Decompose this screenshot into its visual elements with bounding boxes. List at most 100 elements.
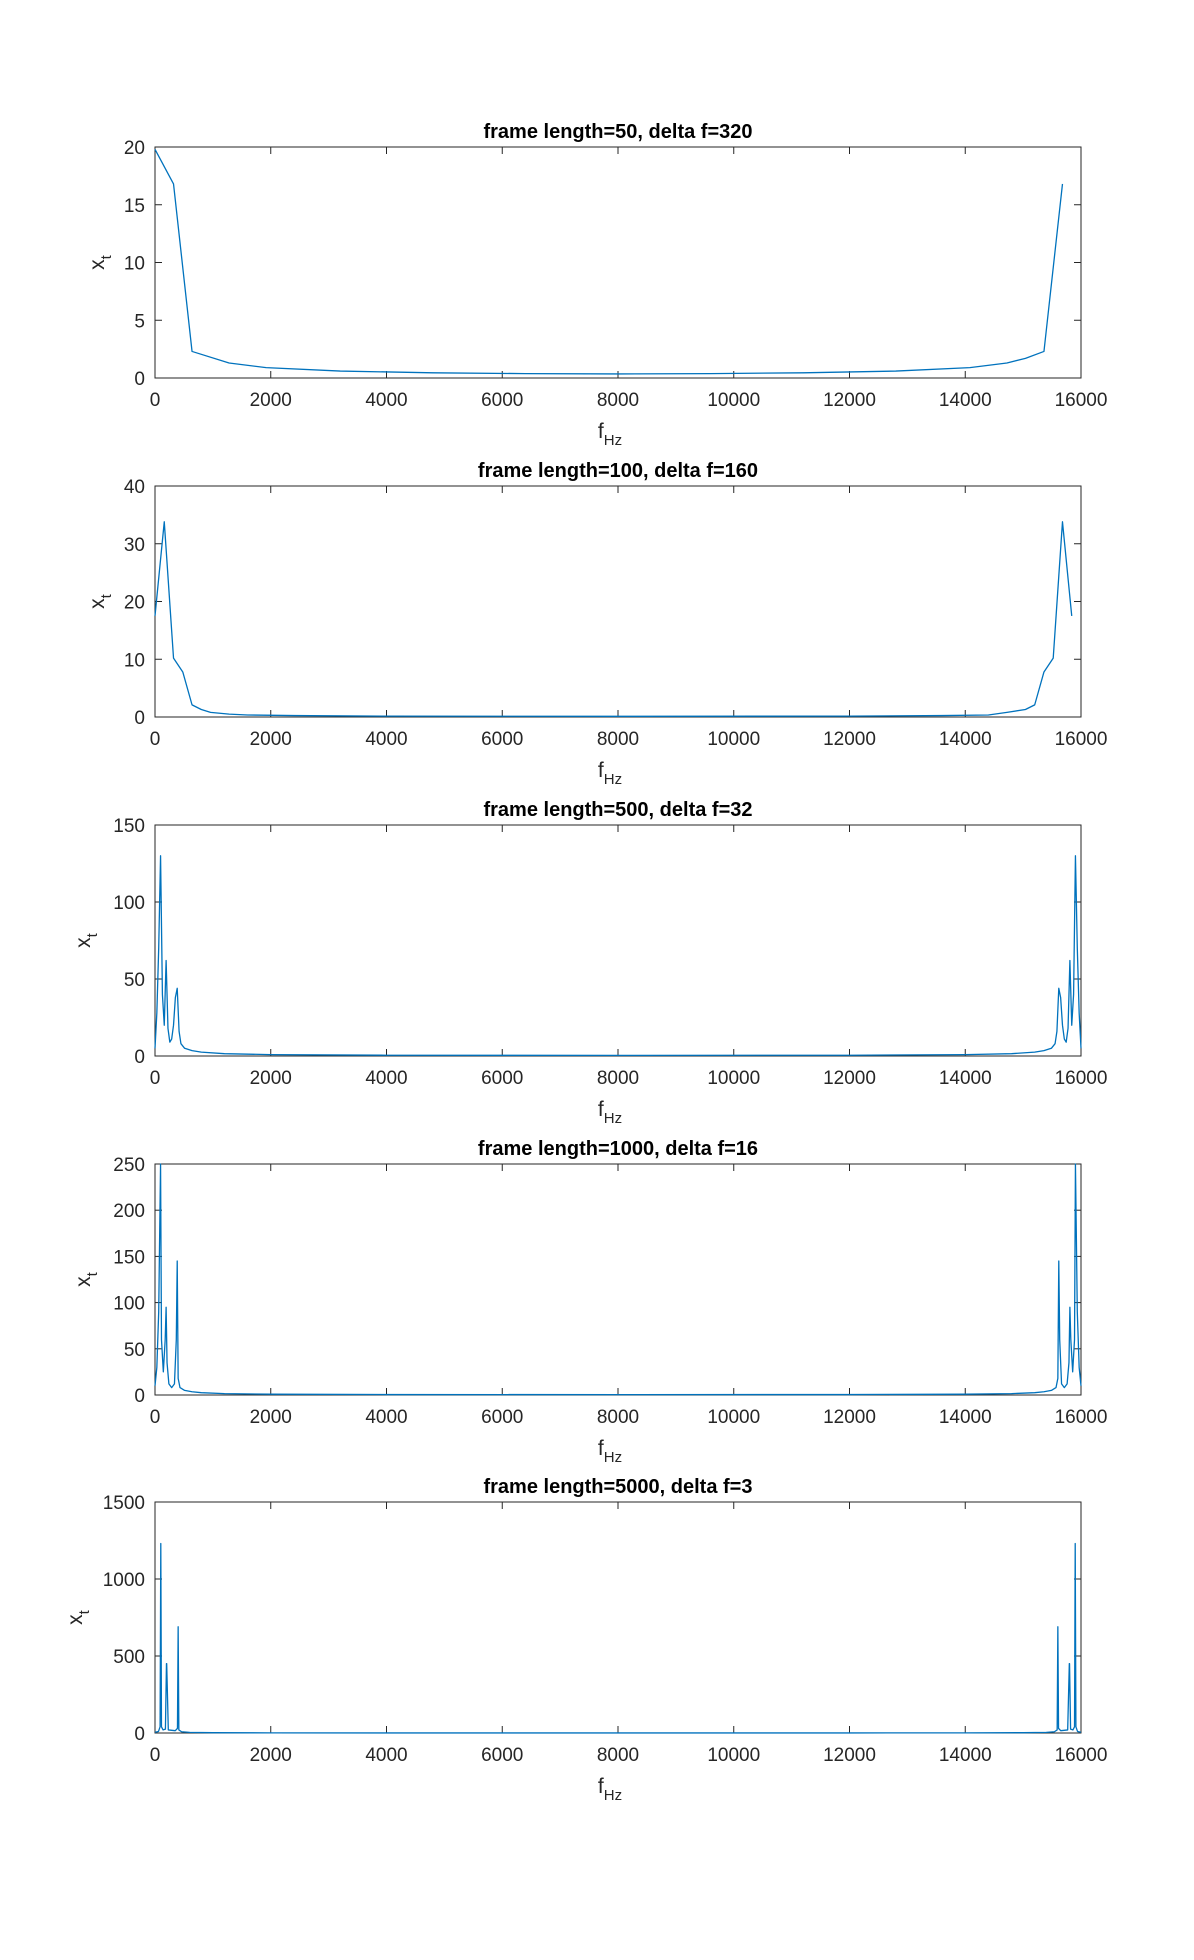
- chart-panel-4: 0 2000 4000 6000 8000 10000 12000 14000 16000 0 50…: [72, 1138, 1107, 1466]
- x-tick-label: 8000: [597, 1407, 639, 1428]
- y-axis-label: xt: [86, 593, 115, 609]
- series-line-1: [154, 521, 1073, 717]
- x-axis-label-main: f: [598, 1098, 604, 1121]
- axes-box: [154, 1501, 1082, 1734]
- x-axis-label-sub: Hz: [604, 432, 622, 449]
- x-tick-label: 14000: [939, 390, 992, 411]
- x-tick-label: 10000: [707, 1745, 760, 1766]
- y-tick-label: 0: [134, 369, 145, 390]
- x-tick-label: 8000: [597, 1745, 639, 1766]
- x-tick-label: 12000: [823, 1745, 876, 1766]
- x-tick-label: 12000: [823, 1407, 876, 1428]
- chart-title: frame length=500, delta f=32: [483, 799, 752, 821]
- x-tick-label: 10000: [707, 1068, 760, 1089]
- x-tick-label: 0: [150, 1407, 161, 1428]
- chart-title: frame length=50, delta f=320: [483, 121, 752, 143]
- x-tick-label: 10000: [707, 729, 760, 750]
- y-tick-label: 150: [113, 1247, 145, 1268]
- chart-title: frame length=100, delta f=160: [478, 460, 758, 482]
- x-axis-label-sub: Hz: [604, 771, 622, 788]
- x-tick-label: 16000: [1055, 390, 1108, 411]
- y-tick-label: 250: [113, 1155, 145, 1176]
- chart-title: frame length=1000, delta f=16: [478, 1138, 758, 1160]
- x-axis-label-sub: Hz: [604, 1787, 622, 1804]
- x-axis-label: fHz: [598, 1437, 622, 1466]
- x-tick-label: 2000: [250, 1068, 292, 1089]
- y-tick-label: 40: [124, 477, 145, 498]
- x-tick-label: 6000: [481, 1745, 523, 1766]
- series-line-1: [154, 855, 1082, 1057]
- x-tick-label: 10000: [707, 1407, 760, 1428]
- x-tick-label: 14000: [939, 1068, 992, 1089]
- x-tick-label: 2000: [250, 729, 292, 750]
- x-tick-label: 8000: [597, 1068, 639, 1089]
- y-axis-label: xt: [64, 1609, 93, 1625]
- y-axis-label-sub: t: [84, 1271, 101, 1276]
- y-tick-label: 20: [124, 138, 145, 159]
- x-tick-label: 12000: [823, 1068, 876, 1089]
- y-axis-label-main: x: [86, 598, 109, 609]
- y-tick-label: 100: [113, 893, 145, 914]
- x-axis-label: fHz: [598, 1098, 622, 1127]
- x-axis-label-main: f: [598, 1437, 604, 1460]
- y-tick-label: 0: [134, 708, 145, 729]
- y-axis-label-main: x: [64, 1614, 87, 1625]
- chart-panel-1: 0 2000 4000 6000 8000 10000 12000 14000 16000 0 5 1…: [86, 121, 1107, 449]
- series-line-1: [154, 149, 1064, 375]
- chart-panel-2: 0 2000 4000 6000 8000 10000 12000 14000 16000 0 10…: [86, 460, 1107, 788]
- x-tick-label: 2000: [250, 1745, 292, 1766]
- x-tick-label: 16000: [1055, 1745, 1108, 1766]
- y-tick-label: 10: [124, 650, 145, 671]
- x-axis-label: fHz: [598, 759, 622, 788]
- y-axis-label-sub: t: [84, 932, 101, 937]
- x-axis-label: fHz: [598, 1775, 622, 1804]
- x-axis-label-sub: Hz: [604, 1110, 622, 1127]
- y-tick-label: 0: [134, 1724, 145, 1745]
- y-tick-label: 50: [124, 1340, 145, 1361]
- series-line-1: [154, 1163, 1082, 1396]
- x-tick-label: 14000: [939, 729, 992, 750]
- y-tick-label: 1500: [103, 1493, 145, 1514]
- y-axis-label-main: x: [72, 1276, 95, 1287]
- y-axis-label-sub: t: [98, 593, 115, 598]
- x-tick-label: 14000: [939, 1745, 992, 1766]
- x-tick-label: 0: [150, 1745, 161, 1766]
- y-axis-label: xt: [86, 254, 115, 270]
- y-tick-label: 30: [124, 535, 145, 556]
- y-tick-label: 100: [113, 1294, 145, 1315]
- axes-box: [154, 824, 1082, 1057]
- series-line-1: [154, 1542, 1082, 1734]
- x-tick-label: 8000: [597, 729, 639, 750]
- x-tick-label: 6000: [481, 729, 523, 750]
- y-tick-label: 500: [113, 1647, 145, 1668]
- x-tick-label: 4000: [365, 1745, 407, 1766]
- x-axis-label-main: f: [598, 1775, 604, 1798]
- x-tick-label: 4000: [365, 729, 407, 750]
- x-tick-label: 10000: [707, 390, 760, 411]
- y-tick-label: 0: [134, 1386, 145, 1407]
- y-axis-label-sub: t: [98, 254, 115, 259]
- x-axis-label-main: f: [598, 759, 604, 782]
- x-tick-label: 0: [150, 729, 161, 750]
- y-axis-label: xt: [72, 1271, 101, 1287]
- y-tick-label: 20: [124, 593, 145, 614]
- x-tick-label: 12000: [823, 390, 876, 411]
- y-axis-label-sub: t: [76, 1609, 93, 1614]
- chart-panel-3: 0 2000 4000 6000 8000 10000 12000 14000 16000 0 50…: [72, 799, 1107, 1127]
- axes-box: [154, 485, 1082, 718]
- x-tick-label: 6000: [481, 1407, 523, 1428]
- x-axis-label-main: f: [598, 420, 604, 443]
- x-tick-label: 12000: [823, 729, 876, 750]
- x-tick-label: 4000: [365, 390, 407, 411]
- x-tick-label: 6000: [481, 1068, 523, 1089]
- y-axis-label-main: x: [72, 937, 95, 948]
- axes-box: [154, 1163, 1082, 1396]
- x-tick-label: 4000: [365, 1068, 407, 1089]
- chart-title: frame length=5000, delta f=3: [483, 1476, 752, 1498]
- y-axis-label-main: x: [86, 259, 109, 270]
- x-tick-label: 0: [150, 390, 161, 411]
- y-tick-label: 0: [134, 1047, 145, 1068]
- x-tick-label: 8000: [597, 390, 639, 411]
- y-tick-label: 50: [124, 970, 145, 991]
